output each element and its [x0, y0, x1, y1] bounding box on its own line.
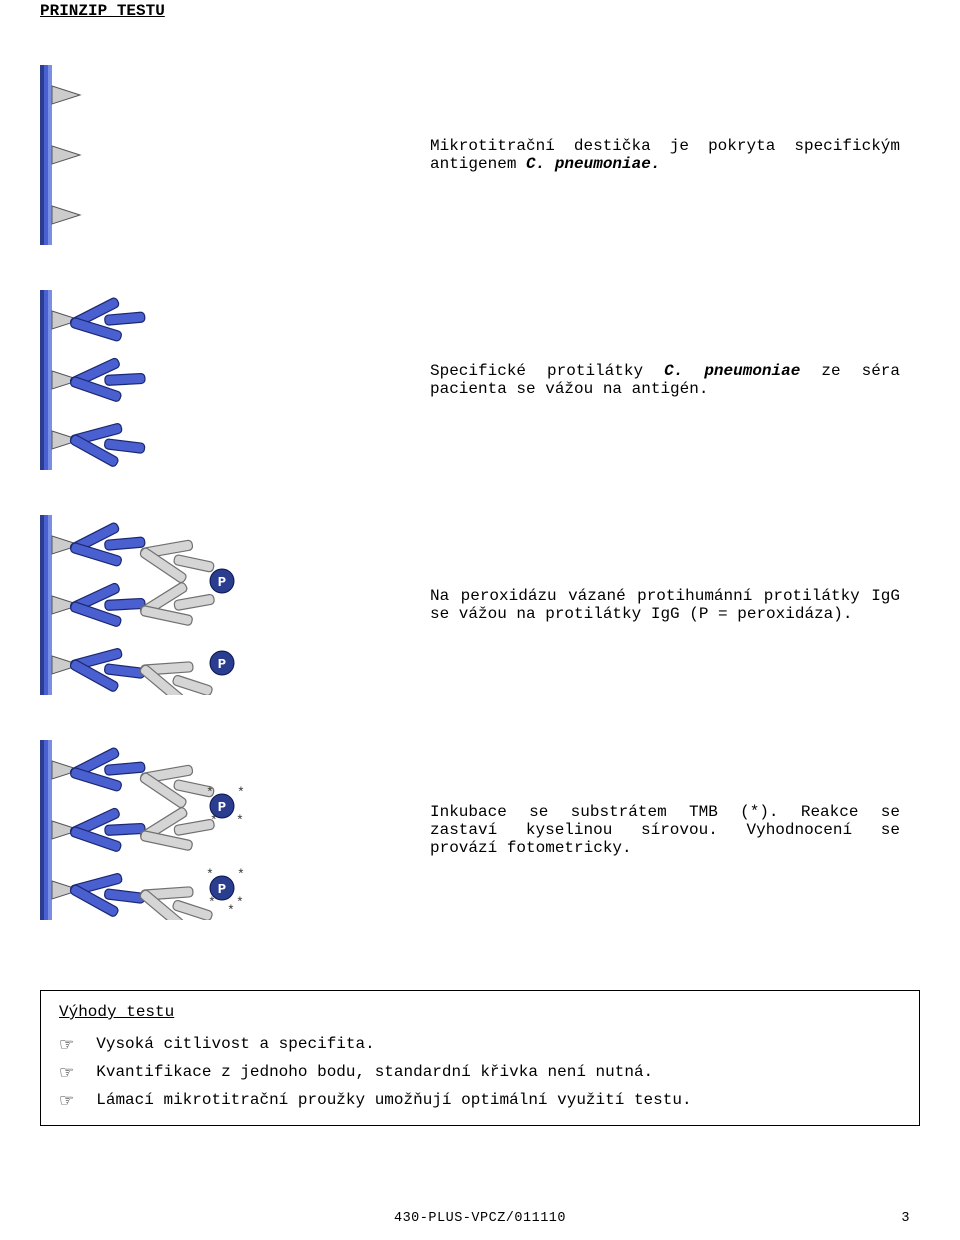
svg-text:*: * — [227, 903, 235, 918]
pointer-icon: ☞ — [59, 1035, 74, 1053]
page-title: PRINZIP TESTU — [40, 0, 920, 20]
diagram-step-4: * * * * * * * * * — [40, 740, 340, 920]
pointer-icon: ☞ — [59, 1091, 74, 1109]
advantage-item: ☞ Vysoká citlivost a specifita. — [59, 1035, 901, 1053]
svg-text:*: * — [208, 895, 216, 910]
svg-text:*: * — [236, 895, 244, 910]
step-4: * * * * * * * * * Inkubace se substrátem… — [40, 740, 920, 920]
advantages-title: Výhody testu — [59, 1003, 901, 1021]
page-footer: 430-PLUS-VPCZ/011110 3 — [0, 1211, 960, 1226]
pointer-icon: ☞ — [59, 1063, 74, 1081]
step-4-description: Inkubace se substrátem TMB (*). Reakce s… — [430, 803, 920, 857]
svg-text:*: * — [210, 813, 218, 828]
advantages-box: Výhody testu ☞ Vysoká citlivost a specif… — [40, 990, 920, 1126]
step-2-description: Specifické protilátky C. pneumo­niae ze … — [430, 362, 920, 398]
step-1-description: Mikrotitrační destička je pokryta specif… — [430, 137, 920, 173]
advantage-item: ☞ Lámací mikrotitrační proužky umožňují … — [59, 1091, 901, 1109]
step-1: Mikrotitrační destička je pokryta specif… — [40, 65, 920, 245]
svg-text:*: * — [237, 785, 245, 800]
advantage-item: ☞ Kvantifikace z jednoho bodu, standardn… — [59, 1063, 901, 1081]
step-2: Specifické protilátky C. pneumo­niae ze … — [40, 290, 920, 470]
diagram-step-1 — [40, 65, 340, 245]
page-number: 3 — [901, 1211, 910, 1226]
diagram-step-3 — [40, 515, 340, 695]
svg-text:*: * — [236, 813, 244, 828]
diagram-step-2 — [40, 290, 340, 470]
step-3: Na peroxidázu vázané proti­humánní proti… — [40, 515, 920, 695]
step-3-description: Na peroxidázu vázané proti­humánní proti… — [430, 587, 920, 623]
svg-text:*: * — [206, 785, 214, 800]
svg-text:*: * — [237, 867, 245, 882]
footer-code: 430-PLUS-VPCZ/011110 — [394, 1211, 566, 1226]
svg-text:*: * — [206, 867, 214, 882]
